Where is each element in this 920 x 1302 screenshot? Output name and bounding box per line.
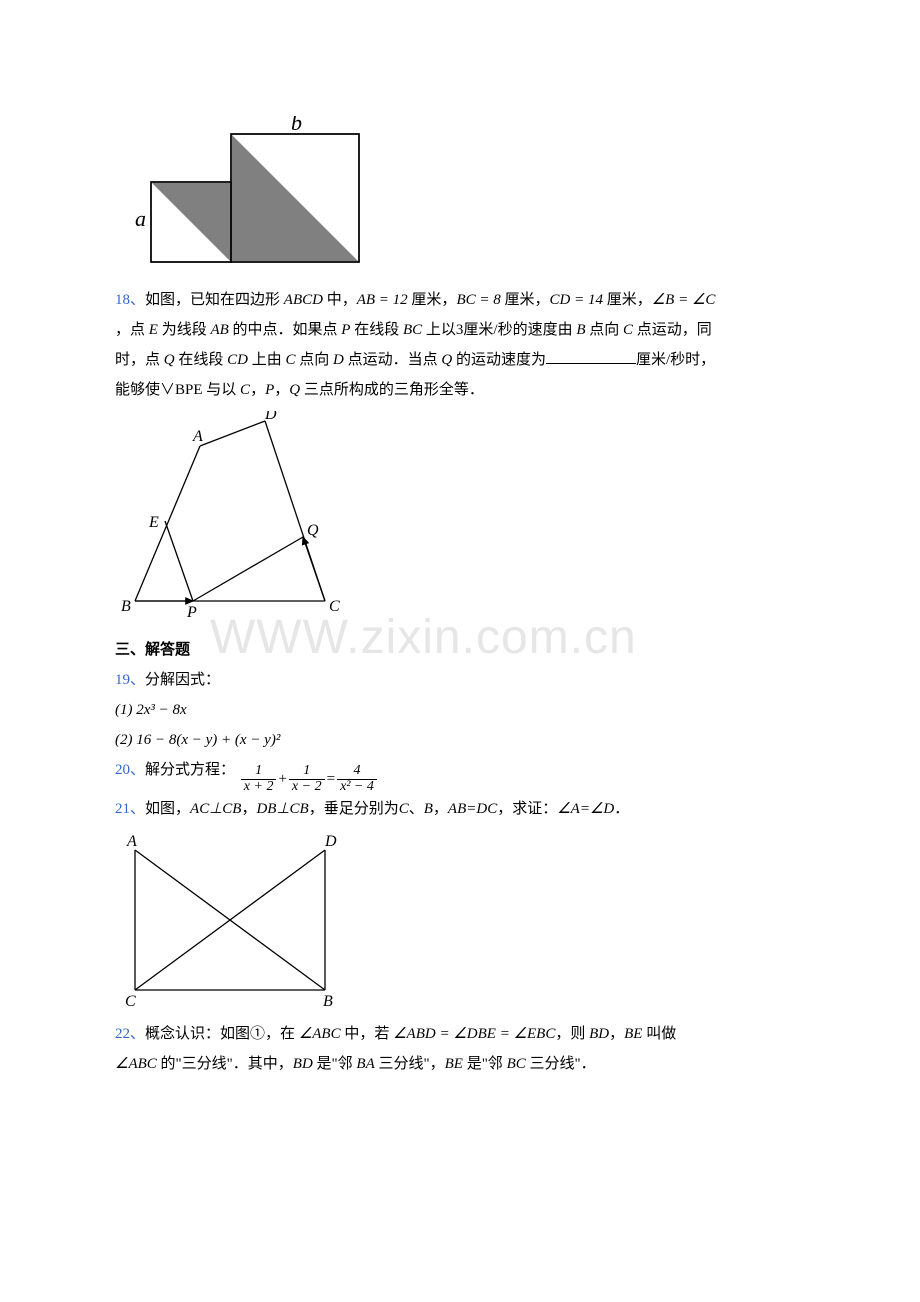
svg-text:D: D <box>264 411 277 423</box>
q19-part2: (2) 16 − 8(x − y) + (x − y)² <box>115 725 800 755</box>
svg-text:P: P <box>186 604 197 621</box>
q18-line1: 18、如图，已知在四边形 ABCD 中，AB = 12 厘米，BC = 8 厘米… <box>115 285 800 315</box>
figure-two-squares: a b <box>115 116 800 281</box>
figure-quadrilateral: A B C D E P Q <box>115 411 800 631</box>
figure-crossed-rect: A D C B <box>115 830 800 1015</box>
svg-text:C: C <box>125 993 136 1010</box>
q19-part1: (1) 2x³ − 8x <box>115 695 800 725</box>
q18-line3: 时，点 Q 在线段 CD 上由 C 点向 D 点运动．当点 Q 的运动速度为厘米… <box>115 345 800 375</box>
label-b: b <box>291 116 302 135</box>
q22-line2: ∠ABC 的"三分线"．其中，BD 是"邻 BA 三分线"，BE 是"邻 BC … <box>115 1049 800 1079</box>
q18-line4: 能够使∨BPE 与以 C，P，Q 三点所构成的三角形全等． <box>115 375 800 405</box>
q19-title: 19、分解因式： <box>115 665 800 695</box>
svg-text:B: B <box>121 598 131 615</box>
svg-text:A: A <box>192 428 203 445</box>
section-3-title: 三、解答题 <box>115 635 800 665</box>
svg-text:C: C <box>329 598 340 615</box>
q22-line1: 22、概念认识：如图①，在 ∠ABC 中，若 ∠ABD = ∠DBE = ∠EB… <box>115 1019 800 1049</box>
svg-text:E: E <box>148 514 159 531</box>
svg-text:D: D <box>324 833 337 850</box>
q19-number: 19、 <box>115 672 145 688</box>
q18-line2: ，点 E 为线段 AB 的中点．如果点 P 在线段 BC 上以3厘米/秒的速度由… <box>115 315 800 345</box>
q18-blank <box>546 349 636 364</box>
q20-number: 20、 <box>115 762 145 778</box>
q22-number: 22、 <box>115 1026 145 1042</box>
label-a: a <box>135 206 146 231</box>
q21-number: 21、 <box>115 801 145 817</box>
svg-text:B: B <box>323 993 333 1010</box>
svg-text:Q: Q <box>307 522 319 539</box>
svg-text:A: A <box>126 833 137 850</box>
q21: 21、如图，AC⊥CB，DB⊥CB，垂足分别为C、B，AB=DC，求证：∠A=∠… <box>115 794 800 824</box>
q18-number: 18、 <box>115 292 145 308</box>
q20: 20、解分式方程： 1x + 2 + 1x − 2 = 4x² − 4 <box>115 755 800 794</box>
